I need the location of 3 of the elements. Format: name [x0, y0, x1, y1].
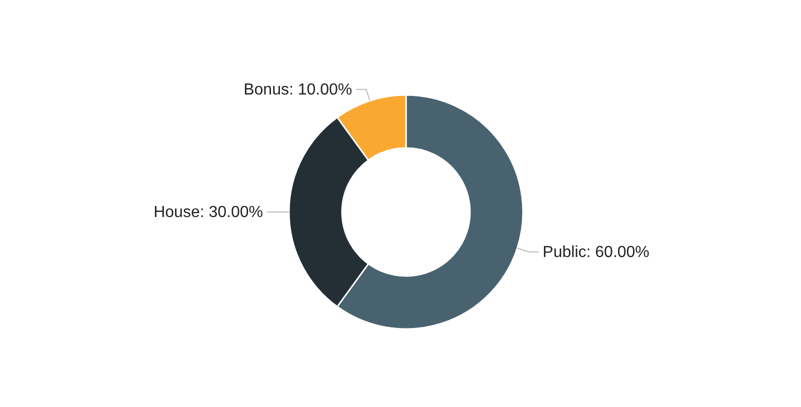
slice-label: Public: 60.00%	[542, 244, 650, 261]
slice-label: House: 30.00%	[154, 204, 263, 221]
slice-label: Bonus: 10.00%	[244, 81, 352, 98]
